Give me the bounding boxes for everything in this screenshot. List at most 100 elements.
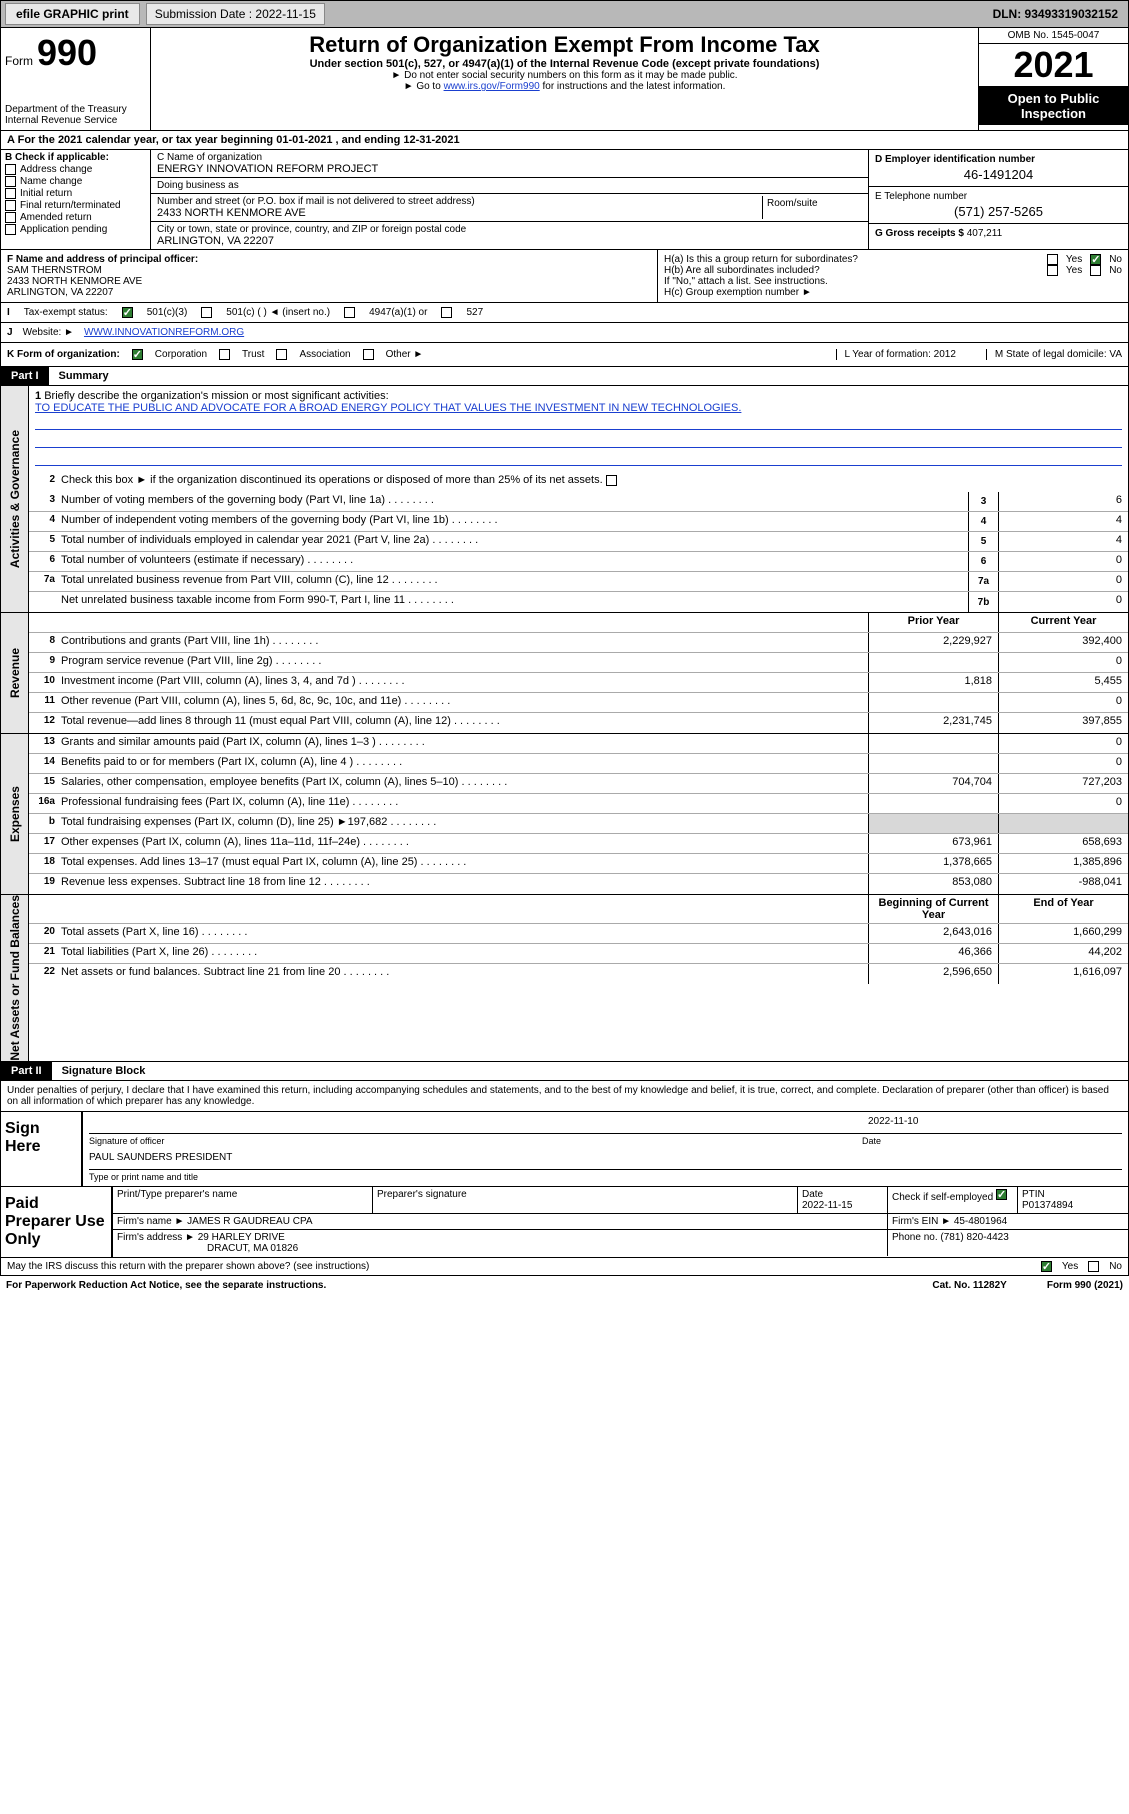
- cb-527[interactable]: [441, 307, 452, 318]
- cb-other[interactable]: [363, 349, 374, 360]
- firm-phone: (781) 820-4423: [940, 1232, 1008, 1243]
- part1-tag: Part I: [1, 367, 49, 385]
- hb-yes[interactable]: [1047, 265, 1058, 276]
- dba-label: Doing business as: [157, 180, 862, 191]
- cb-corp[interactable]: [132, 349, 143, 360]
- l6-val: 0: [998, 552, 1128, 571]
- ha-no[interactable]: [1090, 254, 1101, 265]
- prep-date-h: Date: [802, 1189, 823, 1200]
- form-title: Return of Organization Exempt From Incom…: [157, 32, 972, 58]
- line-9-prior: [868, 653, 998, 672]
- line-18-prior: 1,378,665: [868, 854, 998, 873]
- checks-heading: B Check if applicable:: [5, 152, 146, 163]
- line-19-prior: 853,080: [868, 874, 998, 894]
- prep-sig-h: Preparer's signature: [373, 1187, 798, 1213]
- irs-link[interactable]: www.irs.gov/Form990: [444, 81, 540, 92]
- line-19-current: -988,041: [998, 874, 1128, 894]
- discuss-yes[interactable]: [1041, 1261, 1052, 1272]
- part2-title: Signature Block: [52, 1062, 156, 1080]
- l7a-val: 0: [998, 572, 1128, 591]
- discuss-no[interactable]: [1088, 1261, 1099, 1272]
- form-header: Form 990 Department of the Treasury Inte…: [0, 28, 1129, 131]
- signature-block: Under penalties of perjury, I declare th…: [0, 1081, 1129, 1258]
- line-14-desc: Benefits paid to or for members (Part IX…: [59, 754, 868, 773]
- hc-label: H(c) Group exemption number ►: [664, 287, 1122, 298]
- l4-desc: Number of independent voting members of …: [59, 512, 968, 531]
- lbl-trust: Trust: [242, 349, 264, 360]
- k-l-m-row: K Form of organization: Corporation Trus…: [0, 343, 1129, 367]
- firm-name-l: Firm's name ►: [117, 1216, 184, 1227]
- line-19-desc: Revenue less expenses. Subtract line 18 …: [59, 874, 868, 894]
- officer-printed-name: PAUL SAUNDERS PRESIDENT: [89, 1152, 1122, 1169]
- cb-501c3[interactable]: [122, 307, 133, 318]
- lbl-501c3: 501(c)(3): [147, 307, 188, 318]
- officer-h-block: F Name and address of principal officer:…: [0, 250, 1129, 303]
- mission-rule-2: [35, 434, 1122, 448]
- cb-final-return[interactable]: [5, 200, 16, 211]
- line-22-desc: Net assets or fund balances. Subtract li…: [59, 964, 868, 984]
- revenue-sidelabel: Revenue: [1, 613, 29, 733]
- l3-val: 6: [998, 492, 1128, 511]
- expenses-sidelabel: Expenses: [1, 734, 29, 894]
- line-11-prior: [868, 693, 998, 712]
- phone-label: E Telephone number: [875, 191, 1122, 202]
- cb-app-pending[interactable]: [5, 224, 16, 235]
- tax-year: 2021: [979, 44, 1128, 87]
- note2-pre: Go to: [416, 81, 443, 92]
- efile-print-button[interactable]: efile GRAPHIC print: [5, 3, 140, 25]
- cb-initial-return[interactable]: [5, 188, 16, 199]
- firm-name: JAMES R GAUDREAU CPA: [187, 1216, 312, 1227]
- hb-no[interactable]: [1090, 265, 1101, 276]
- cb-501c[interactable]: [201, 307, 212, 318]
- cb-trust[interactable]: [219, 349, 230, 360]
- ha-yes[interactable]: [1047, 254, 1058, 265]
- revenue-section: Revenue Prior Year Current Year 8Contrib…: [0, 613, 1129, 734]
- ein-value: 46-1491204: [875, 165, 1122, 182]
- form-id-box: Form 990 Department of the Treasury Inte…: [1, 28, 151, 130]
- governance-section: Activities & Governance 1 Briefly descri…: [0, 386, 1129, 613]
- period-text: For the 2021 calendar year, or tax year …: [18, 134, 460, 146]
- mission-rule-3: [35, 452, 1122, 466]
- sig-date-caption: Date: [862, 1136, 1122, 1146]
- l-value: 2012: [934, 349, 956, 360]
- lbl-527: 527: [466, 307, 483, 318]
- submission-date-label: Submission Date : 2022-11-15: [146, 3, 325, 25]
- omb-label: OMB No. 1545-0047: [979, 28, 1128, 44]
- gross-value: 407,211: [967, 228, 1002, 239]
- line-10-desc: Investment income (Part VIII, column (A)…: [59, 673, 868, 692]
- street-value: 2433 NORTH KENMORE AVE: [157, 207, 762, 219]
- line-9-current: 0: [998, 653, 1128, 672]
- cb-self-employed[interactable]: [996, 1189, 1007, 1200]
- street-label: Number and street (or P.O. box if mail i…: [157, 196, 762, 207]
- l7b-val: 0: [998, 592, 1128, 612]
- sign-here-label: Sign Here: [1, 1112, 81, 1186]
- lbl-app-pending: Application pending: [20, 224, 107, 235]
- cb-assoc[interactable]: [276, 349, 287, 360]
- paid-preparer-label: Paid Preparer Use Only: [1, 1187, 111, 1257]
- line-15-current: 727,203: [998, 774, 1128, 793]
- line-9-desc: Program service revenue (Part VIII, line…: [59, 653, 868, 672]
- cb-amended[interactable]: [5, 212, 16, 223]
- cb-discontinued[interactable]: [606, 475, 617, 486]
- phone-value: (571) 257-5265: [875, 202, 1122, 219]
- website-label: Website: ►: [23, 327, 74, 338]
- firm-addr1: 29 HARLEY DRIVE: [198, 1232, 285, 1243]
- lbl-corp: Corporation: [155, 349, 207, 360]
- note2-post: for instructions and the latest informat…: [540, 81, 726, 92]
- line-22-prior: 2,596,650: [868, 964, 998, 984]
- form-note-ssn: Do not enter social security numbers on …: [157, 70, 972, 81]
- tax-exempt-status: I Tax-exempt status: 501(c)(3) 501(c) ( …: [0, 303, 1129, 323]
- line-8-prior: 2,229,927: [868, 633, 998, 652]
- line-b-prior: [868, 814, 998, 833]
- l7a-desc: Total unrelated business revenue from Pa…: [59, 572, 968, 591]
- cb-address-change[interactable]: [5, 164, 16, 175]
- cb-4947[interactable]: [344, 307, 355, 318]
- governance-sidelabel: Activities & Governance: [1, 386, 29, 612]
- ha-label: H(a) Is this a group return for subordin…: [664, 254, 1041, 265]
- prep-name-h: Print/Type preparer's name: [113, 1187, 373, 1213]
- cb-name-change[interactable]: [5, 176, 16, 187]
- line-12-current: 397,855: [998, 713, 1128, 733]
- website-link[interactable]: WWW.INNOVATIONREFORM.ORG: [84, 327, 244, 338]
- m-value: VA: [1109, 349, 1122, 360]
- discuss-no-lbl: No: [1109, 1261, 1122, 1272]
